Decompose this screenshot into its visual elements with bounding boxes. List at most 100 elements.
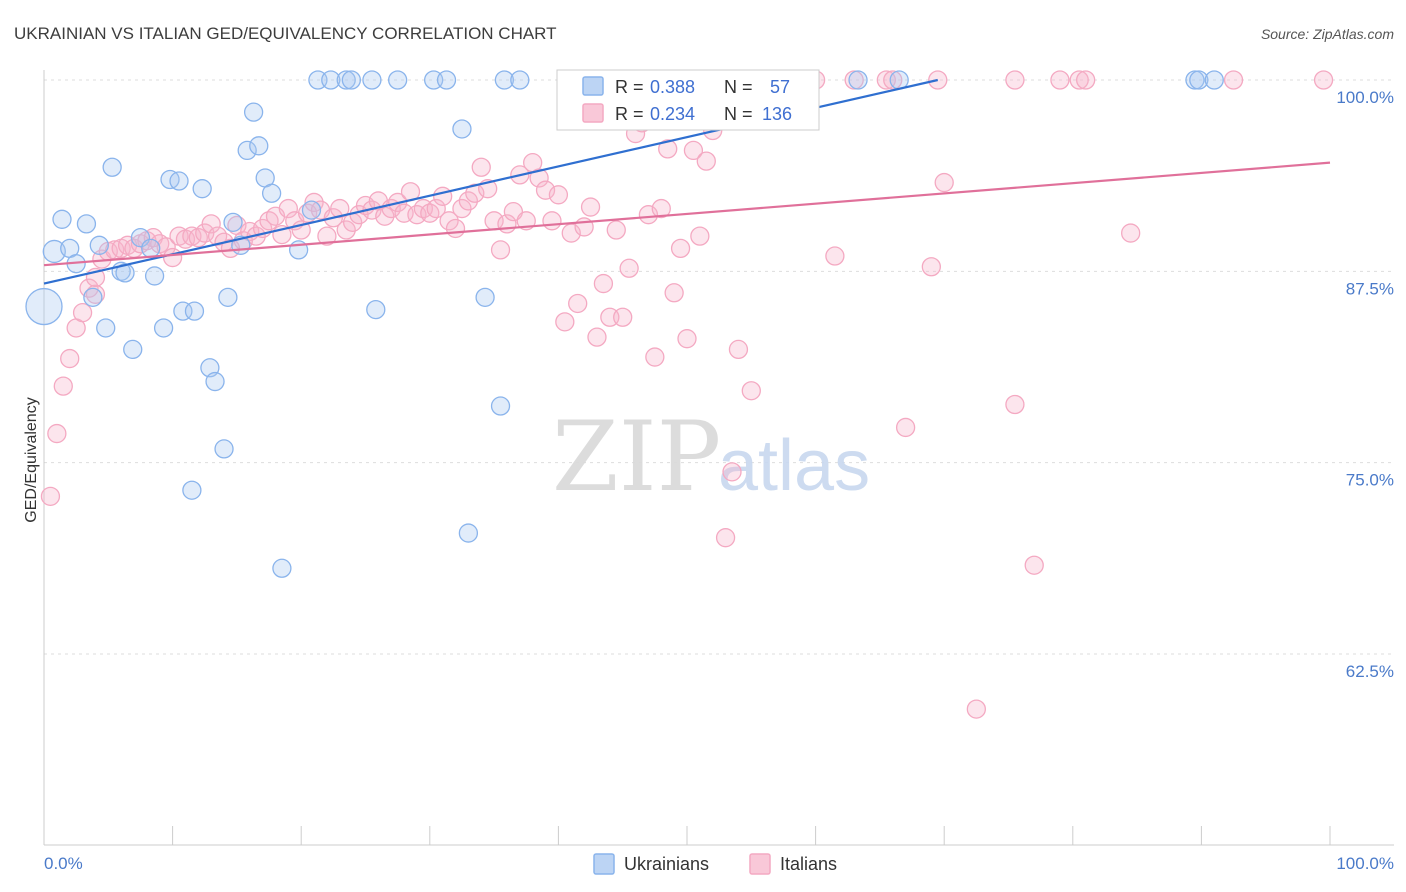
grid-lines: [44, 79, 1394, 655]
point-italians-95: [645, 347, 665, 367]
point-ukrainians-34: [182, 480, 202, 500]
point-ukrainians-16: [153, 318, 174, 338]
point-italians-91: [619, 258, 639, 278]
point-italians-122: [1069, 70, 1089, 90]
legend-swatch-italians: [582, 103, 604, 123]
point-italians-101: [683, 140, 704, 161]
legend-n-value-italians: 136: [762, 104, 792, 124]
point-ukrainians-56: [1204, 70, 1224, 90]
point-ukrainians-49: [490, 396, 511, 416]
point-italians-107: [722, 462, 742, 482]
series-legend: Ukrainians Italians: [593, 853, 837, 875]
point-italians-86: [587, 327, 607, 347]
point-italians-71: [490, 240, 511, 260]
point-ukrainians-24: [214, 439, 234, 459]
x-tick-label-left: 0.0%: [44, 854, 83, 873]
point-italians-77: [529, 168, 549, 188]
point-italians-109: [741, 381, 761, 401]
point-italians-102: [690, 226, 710, 246]
point-ukrainians-50: [494, 70, 515, 90]
point-ukrainians-14: [141, 238, 161, 259]
point-italians-44: [317, 226, 337, 246]
point-italians-7: [85, 284, 106, 304]
point-italians-90: [613, 307, 633, 327]
point-ukrainians-12: [123, 339, 143, 360]
legend-r-value-ukrainians: 0.388: [650, 77, 695, 97]
point-ukrainians-55: [1189, 70, 1209, 90]
point-ukrainians-43: [366, 299, 386, 320]
x-tick-marks: [43, 826, 1331, 845]
point-ukrainians-29: [243, 102, 264, 122]
point-italians-62: [433, 186, 453, 206]
point-italians-38: [278, 198, 298, 219]
point-italians-47: [336, 220, 356, 240]
point-italians-3: [60, 348, 80, 369]
point-ukrainians-36: [301, 200, 322, 220]
point-italians-85: [580, 197, 601, 217]
point-italians-116: [934, 172, 954, 193]
point-italians-127: [883, 70, 903, 90]
point-italians-26: [201, 214, 221, 234]
point-italians-2: [53, 376, 73, 396]
legend-n-value-ukrainians: 57: [770, 77, 790, 97]
point-italians-66: [458, 191, 479, 211]
point-italians-80: [548, 185, 569, 205]
y-tick-labels: 100.0% 87.5% 75.0% 62.5%: [1336, 88, 1394, 681]
point-italians-61: [426, 198, 446, 219]
bottom-legend-swatch-ukrainians: [593, 853, 615, 875]
point-italians-98: [664, 283, 684, 303]
point-ukrainians-4: [25, 287, 63, 326]
point-italians-89: [606, 220, 626, 240]
point-ukrainians-30: [249, 136, 269, 156]
legend-r-label-1: R =: [615, 77, 644, 97]
legend-r-value-italians: 0.234: [650, 104, 695, 124]
point-italians-111: [825, 246, 845, 266]
series-ukrainians-points: [25, 70, 1224, 578]
point-italians-121: [1050, 70, 1070, 90]
point-italians-42: [304, 192, 324, 213]
point-ukrainians-45: [436, 70, 457, 90]
point-italians-81: [555, 312, 575, 332]
point-italians-63: [439, 211, 459, 231]
point-ukrainians-11: [115, 263, 135, 283]
point-ukrainians-28: [237, 140, 257, 161]
point-ukrainians-42: [387, 70, 408, 90]
point-ukrainians-9: [102, 157, 122, 177]
point-italians-120: [1024, 555, 1044, 575]
point-ukrainians-2: [76, 214, 97, 234]
point-italians-20: [162, 247, 183, 268]
point-ukrainians-7: [89, 235, 109, 255]
series-italians-points: [40, 70, 1334, 719]
point-italians-46: [330, 198, 350, 219]
y-tick-label-2: 75.0%: [1346, 471, 1394, 490]
watermark-zip: ZIP: [552, 401, 721, 513]
chart-title: UKRAINIAN VS ITALIAN GED/EQUIVALENCY COR…: [14, 24, 557, 43]
point-italians-119: [1005, 394, 1025, 415]
point-italians-117: [966, 699, 986, 719]
point-ukrainians-6: [83, 287, 103, 308]
point-italians-130: [1313, 70, 1334, 90]
y-axis-label: GED/Equivalency: [23, 397, 40, 522]
point-italians-83: [568, 293, 588, 314]
correlation-legend: R = 0.388 N = 57 R = 0.234 N = 136: [556, 69, 820, 131]
point-ukrainians-18: [169, 171, 189, 191]
point-italians-68: [471, 157, 491, 177]
point-italians-64: [445, 218, 466, 239]
point-ukrainians-1: [52, 209, 72, 229]
bottom-legend-label-ukrainians: Ukrainians: [624, 854, 709, 874]
point-ukrainians-33: [272, 558, 292, 578]
point-italians-99: [670, 238, 691, 259]
point-italians-108: [728, 339, 749, 360]
point-italians-106: [715, 528, 736, 548]
point-italians-53: [375, 206, 395, 226]
watermark: ZIP atlas: [552, 401, 870, 513]
point-italians-65: [452, 198, 472, 219]
legend-n-label-2: N =: [724, 104, 753, 124]
point-italians-1: [47, 423, 67, 444]
trend-line-italians: [43, 161, 1331, 267]
y-tick-label-1: 87.5%: [1346, 279, 1394, 298]
point-italians-5: [72, 303, 93, 323]
point-ukrainians-51: [510, 70, 530, 90]
legend-n-label-1: N =: [724, 77, 753, 97]
x-tick-label-right: 100.0%: [1336, 854, 1394, 873]
